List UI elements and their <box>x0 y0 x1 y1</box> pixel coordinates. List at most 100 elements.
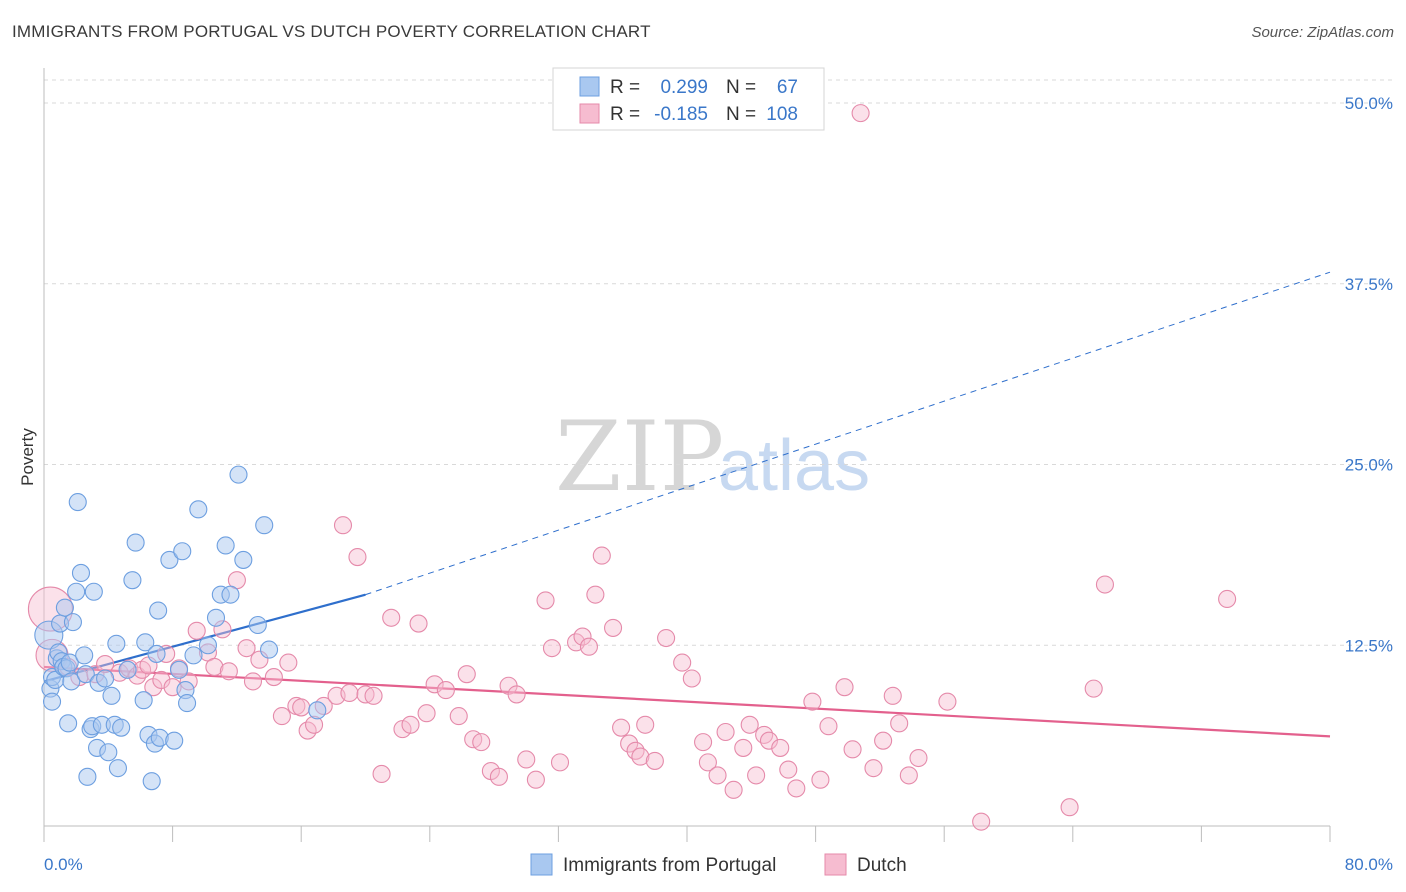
dutch-point <box>938 692 957 711</box>
portugal-point <box>149 601 168 620</box>
portugal-trendline-extension <box>365 271 1331 596</box>
bottom-legend-label-portugal: Immigrants from Portugal <box>563 855 776 876</box>
dutch-point <box>264 668 283 687</box>
dutch-point <box>457 665 476 684</box>
portugal-point <box>216 536 235 555</box>
bottom-legend-label-dutch: Dutch <box>857 855 907 876</box>
dutch-point <box>698 753 717 772</box>
dutch-point <box>835 678 854 697</box>
dutch-point <box>716 722 735 742</box>
portugal-point <box>189 500 208 519</box>
portugal-point <box>165 731 184 750</box>
portugal-point <box>67 582 86 601</box>
dutch-point <box>536 591 555 610</box>
dutch-point <box>747 766 766 785</box>
legend-r-label-1: R = <box>610 77 640 98</box>
portugal-point <box>76 665 95 684</box>
portugal-point <box>136 633 155 652</box>
dutch-point <box>771 738 790 757</box>
dutch-point <box>401 715 420 734</box>
dutch-point <box>759 731 779 750</box>
portugal-point <box>96 669 115 688</box>
dutch-point <box>779 760 798 779</box>
portugal-point <box>102 686 121 705</box>
portugal-point <box>184 646 203 665</box>
dutch-point <box>489 767 508 786</box>
dutch-point <box>436 681 455 700</box>
dutch-point <box>449 707 468 726</box>
legend: R = 0.299 N = 67 R = -0.185 N = 108 <box>552 67 825 131</box>
portugal-point <box>60 653 79 672</box>
portugal-point <box>169 660 189 679</box>
portugal-point <box>126 533 145 552</box>
dutch-point <box>803 692 822 711</box>
dutch-point <box>526 770 545 789</box>
portugal-point <box>123 571 142 590</box>
dutch-point <box>1218 589 1237 609</box>
dutch-point <box>864 759 883 778</box>
legend-n-label-1: N = <box>726 77 756 98</box>
dutch-point <box>819 717 838 736</box>
y-tick-label-0: 12.5% <box>1345 636 1393 655</box>
dutch-point <box>364 686 383 705</box>
legend-r-value-2: -0.185 <box>654 104 708 125</box>
portugal-point <box>99 743 118 762</box>
dutch-point <box>734 738 753 757</box>
portugal-point <box>221 585 240 604</box>
portugal-point <box>59 714 78 733</box>
dutch-point <box>592 546 611 565</box>
dutch-point <box>272 707 291 726</box>
portugal-point <box>134 691 153 710</box>
dutch-point <box>579 637 598 656</box>
source-label: Source: ZipAtlas.com <box>1251 24 1394 41</box>
dutch-point <box>645 751 664 770</box>
portugal-point <box>308 701 327 720</box>
portugal-point <box>55 598 74 617</box>
dutch-point <box>348 547 367 567</box>
dutch-point <box>620 734 639 753</box>
x-tick-label-min: 0.0% <box>44 855 83 874</box>
dutch-point <box>626 741 645 760</box>
dutch-point <box>333 516 353 535</box>
portugal-point <box>229 465 248 484</box>
portugal-point <box>147 644 166 663</box>
dutch-point <box>1084 679 1103 698</box>
dutch-point <box>972 812 991 831</box>
dutch-point <box>899 766 918 785</box>
dutch-point <box>673 653 692 672</box>
legend-r-label-2: R = <box>610 104 640 125</box>
dutch-point <box>409 614 428 633</box>
dutch-point <box>636 715 655 734</box>
bottom-legend: Immigrants from Portugal Dutch <box>530 853 907 876</box>
dutch-point <box>682 669 701 688</box>
dutch-point <box>237 639 256 658</box>
portugal-point <box>178 694 197 713</box>
x-tick-label-max: 80.0% <box>1345 855 1393 874</box>
dutch-point <box>843 740 862 759</box>
portugal-point <box>160 550 179 569</box>
portugal-point <box>248 615 267 635</box>
dutch-point <box>694 733 713 752</box>
legend-r-value-1: 0.299 <box>660 77 708 98</box>
portugal-point <box>234 550 253 569</box>
portugal-point <box>107 634 126 653</box>
watermark-atlas: atlas <box>718 426 870 506</box>
portugal-point <box>142 772 161 791</box>
portugal-point <box>68 493 87 512</box>
portugal-point <box>75 646 94 665</box>
dutch-trendline <box>43 665 1331 738</box>
portugal-point <box>259 640 279 659</box>
dutch-point <box>573 627 592 646</box>
dutch-point <box>851 104 870 123</box>
dutch-point <box>425 675 444 694</box>
dutch-point <box>631 747 650 766</box>
legend-swatch-pink <box>579 103 600 124</box>
portugal-point <box>206 608 226 627</box>
dutch-point <box>417 704 436 723</box>
portugal-point <box>63 613 82 632</box>
dutch-point <box>340 683 359 703</box>
portugal-point <box>78 767 97 786</box>
dutch-point <box>787 779 806 798</box>
y-tick-label-1: 25.0% <box>1345 456 1393 475</box>
